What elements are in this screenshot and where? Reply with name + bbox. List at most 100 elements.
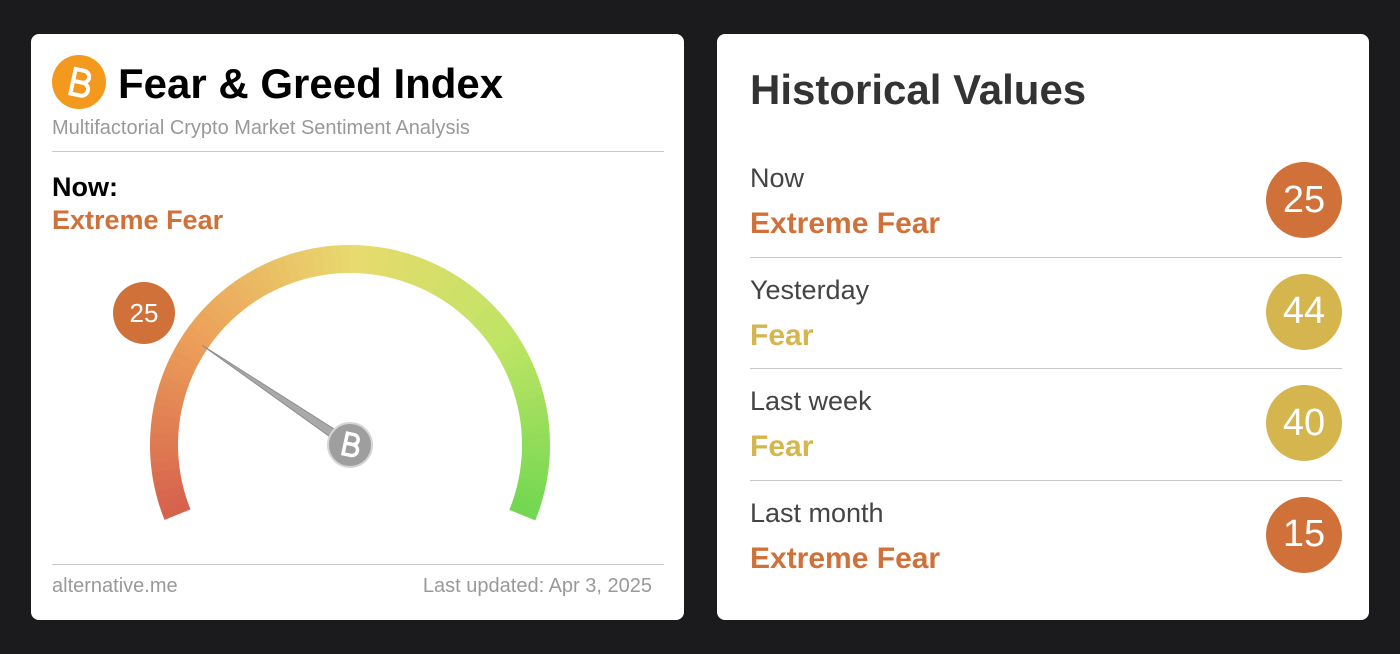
gauge-arc <box>476 310 505 336</box>
gauge-arc <box>508 367 539 387</box>
gauge-arc <box>152 404 182 419</box>
gauge-arc <box>519 414 549 428</box>
gauge-arc <box>174 340 204 364</box>
last-updated: Last updated: Apr 3, 2025 <box>422 575 652 597</box>
value-badge <box>113 282 175 344</box>
row-value: 44 <box>1266 273 1342 350</box>
gauge-arc <box>264 259 285 290</box>
gauge-arc <box>511 376 542 395</box>
gauge-arc <box>158 376 189 395</box>
gauge-arc <box>239 272 263 302</box>
gauge-arc <box>162 367 192 387</box>
gauge-arc <box>465 296 492 324</box>
gauge-arc <box>320 245 334 275</box>
gauge-arc <box>282 253 301 283</box>
value-badge-text: 25 <box>130 298 159 328</box>
gauge-arc <box>178 332 208 356</box>
row-divider <box>750 479 1342 481</box>
gauge-arc <box>471 303 499 330</box>
gauge-arc <box>438 273 462 303</box>
gauge-arc <box>521 424 550 436</box>
row-divider <box>750 256 1342 258</box>
gauge-arc <box>518 468 549 483</box>
gauge-arc <box>430 268 453 298</box>
subtitle: Multifactorial Crypto Market Sentiment A… <box>52 117 470 139</box>
gauge-arc <box>492 333 522 357</box>
gauge-arc <box>516 395 547 411</box>
row-classification: Fear <box>750 318 814 352</box>
row-classification: Extreme Fear <box>750 541 941 575</box>
gauge-card: Fear & Greed Index Multifactorial Crypto… <box>31 34 684 620</box>
row-period: Yesterday <box>750 274 870 305</box>
gauge: 25 <box>113 245 550 521</box>
gauge-arc <box>358 245 371 274</box>
gauge-arc <box>458 290 485 318</box>
gauge-arc <box>514 385 544 403</box>
divider <box>52 564 664 565</box>
history-title: Historical Values <box>750 66 1087 113</box>
gauge-arc <box>407 256 427 287</box>
gauge-arc <box>150 423 179 436</box>
source: alternative.me <box>52 575 178 597</box>
history-card: Historical Values Now Extreme Fear 25 Yeste… <box>717 34 1369 620</box>
gauge-arc <box>383 248 399 279</box>
gauge-arc <box>517 477 547 493</box>
gauge-arc <box>223 283 249 312</box>
gauge-arc <box>195 309 224 336</box>
gauge-arc <box>154 394 184 411</box>
row-value: 40 <box>1266 385 1342 461</box>
gauge-arc <box>216 289 242 318</box>
row-value: 25 <box>1266 162 1342 238</box>
gauge-arc <box>452 284 477 313</box>
row-value: 15 <box>1266 496 1342 573</box>
hub-icon <box>340 431 360 458</box>
classification: Extreme Fear <box>52 205 224 235</box>
gauge-arc <box>153 476 183 493</box>
gauge-arc <box>231 278 256 307</box>
gauge-arc <box>156 385 186 403</box>
gauge-arc <box>521 452 550 464</box>
gauge-arc <box>150 460 180 473</box>
gauge-arc <box>514 485 545 502</box>
gauge-arc <box>273 256 293 287</box>
now-label: Now: <box>52 172 118 202</box>
gauge-arc <box>520 460 550 474</box>
gauge-arc <box>505 358 535 379</box>
gauge-arc <box>209 296 236 324</box>
gauge-arc <box>512 493 542 512</box>
gauge-arc <box>157 493 188 511</box>
gauge-arc <box>165 358 196 379</box>
row-period: Last month <box>750 497 884 528</box>
gauge-arc <box>518 404 548 420</box>
gauge-arc <box>184 324 213 349</box>
gauge-arc <box>151 468 182 483</box>
gauge-arc <box>509 501 539 521</box>
row-divider <box>750 368 1342 369</box>
gauge-arc <box>399 253 418 284</box>
divider <box>52 151 664 152</box>
gauge-arc <box>415 260 436 290</box>
gauge-arc <box>292 250 309 281</box>
row-period: Now <box>750 163 805 193</box>
gauge-arc <box>247 268 270 298</box>
gauge-arc <box>497 341 527 364</box>
gauge-arc <box>150 451 179 464</box>
gauge-arc <box>301 248 318 279</box>
gauge-arc <box>482 317 511 343</box>
gauge-arc <box>375 247 390 277</box>
row-classification: Extreme Fear <box>750 207 941 240</box>
row-period: Last week <box>750 386 872 416</box>
gauge-arc <box>202 302 230 330</box>
gauge-arc <box>501 349 531 372</box>
gauge-arc <box>391 250 409 281</box>
title: Fear & Greed Index <box>118 60 504 107</box>
row-classification: Fear <box>750 430 814 463</box>
gauge-arc <box>189 317 218 343</box>
gauge-arc <box>445 278 470 307</box>
gauge-arc <box>487 325 517 350</box>
gauge-arc <box>366 245 380 275</box>
gauge-arc <box>330 245 343 274</box>
gauge-arc <box>169 349 199 371</box>
gauge-arc <box>311 247 326 277</box>
gauge-arc <box>423 264 445 294</box>
